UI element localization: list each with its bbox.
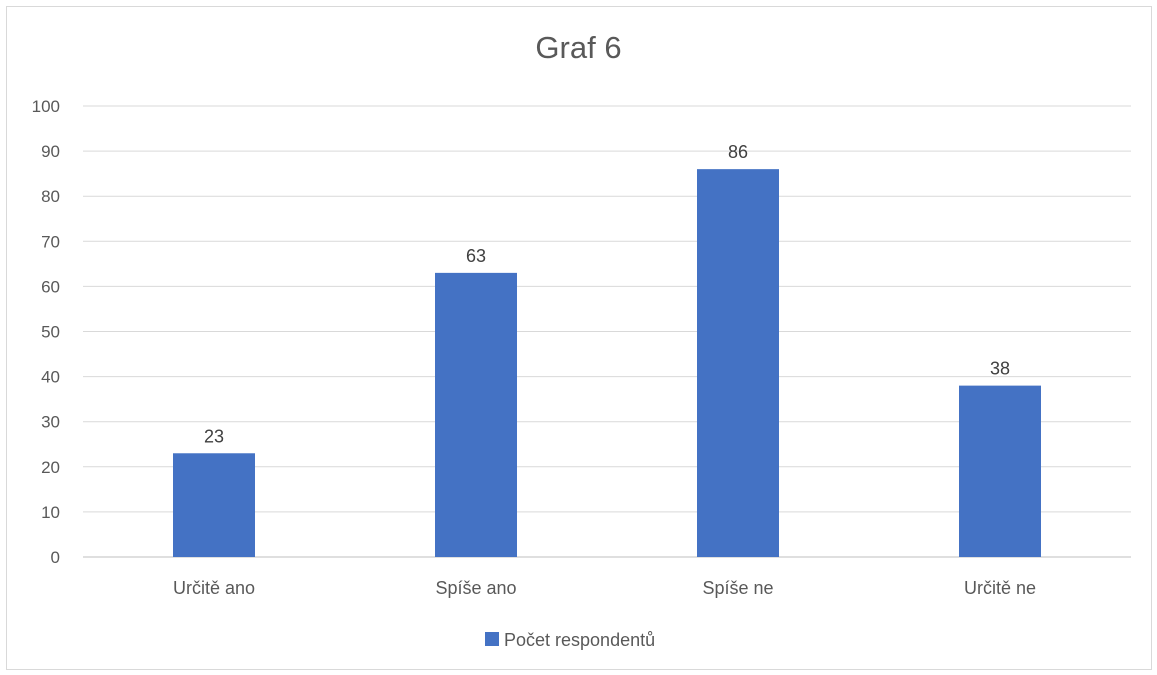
y-tick-label: 30 (41, 413, 60, 432)
x-category-label: Určitě ne (964, 578, 1036, 598)
data-label: 63 (466, 246, 486, 266)
y-axis-ticks: 0 10 20 30 40 50 60 70 80 90 100 (32, 97, 60, 567)
bar (959, 385, 1041, 557)
gridlines (83, 105, 1131, 558)
y-tick-label: 70 (41, 232, 60, 251)
legend-swatch (485, 632, 499, 646)
y-tick-label: 0 (51, 548, 60, 567)
data-label: 86 (728, 142, 748, 162)
bar (697, 169, 779, 557)
y-tick-label: 20 (41, 458, 60, 477)
y-tick-label: 40 (41, 368, 60, 387)
chart-title: Graf 6 (535, 30, 622, 65)
x-category-label: Spíše ano (435, 578, 516, 598)
y-tick-label: 50 (41, 323, 60, 342)
bar (173, 453, 255, 557)
y-tick-label: 90 (41, 142, 60, 161)
x-category-label: Spíše ne (702, 578, 773, 598)
legend: Počet respondentů (485, 630, 655, 650)
x-axis-categories: Určitě ano Spíše ano Spíše ne Určitě ne (173, 578, 1036, 598)
y-tick-label: 100 (32, 97, 60, 116)
data-label: 38 (990, 359, 1010, 379)
legend-label: Počet respondentů (504, 630, 655, 650)
chart-frame (6, 6, 1152, 670)
bar (435, 272, 517, 557)
data-labels: 23 63 86 38 (204, 142, 1010, 446)
data-label: 23 (204, 426, 224, 446)
y-tick-label: 80 (41, 187, 60, 206)
y-tick-label: 10 (41, 503, 60, 522)
bars (173, 169, 1041, 557)
y-tick-label: 60 (41, 277, 60, 296)
x-category-label: Určitě ano (173, 578, 255, 598)
